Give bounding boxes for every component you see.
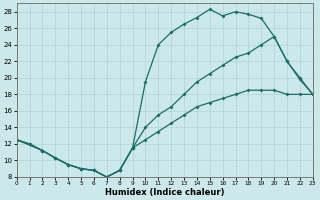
X-axis label: Humidex (Indice chaleur): Humidex (Indice chaleur) xyxy=(105,188,224,197)
